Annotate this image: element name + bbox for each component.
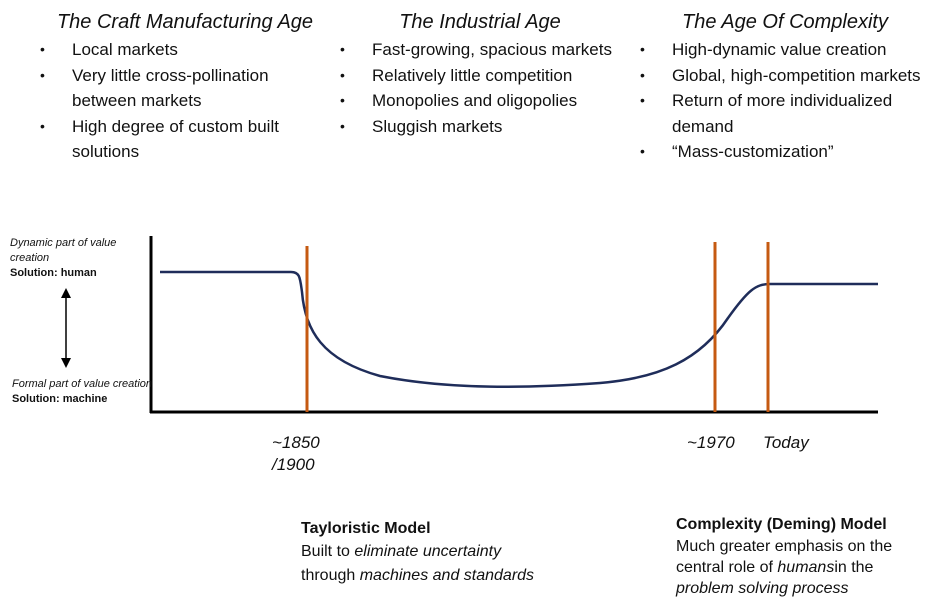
complexity-age-bullets: High-dynamic value creation Global, high… [640,37,930,165]
emphasis-text: humans [777,559,835,576]
list-item: High-dynamic value creation [640,37,930,63]
list-item: Fast-growing, spacious markets [340,37,620,63]
list-item: Very little cross-pollination between ma… [40,63,330,114]
formal-value-label: Formal part of value creation Solution: … [12,377,152,407]
emphasis-text: eliminate uncertainty [354,543,502,560]
list-item: Monopolies and oligopolies [340,88,620,114]
tayloristic-line-1: Built to eliminate uncertainty [301,540,621,564]
dynamic-part-text: Dynamic part of value creation [10,237,117,264]
complexity-line-1: Much greater emphasis on the [676,538,893,555]
tayloristic-line-2: through machines and standards [301,564,621,588]
complexity-age-title: The Age Of Complexity [681,11,888,33]
value-curve [160,270,878,388]
list-item: High degree of custom built solutions [40,114,330,165]
industrial-age-bullets: Fast-growing, spacious markets Relativel… [340,37,620,139]
column-craft-age: The Craft Manufacturing Age Local market… [40,8,330,165]
text-fragment: in the [834,559,874,576]
list-item: “Mass-customization” [640,139,930,165]
list-item: Global, high-competition markets [640,63,930,89]
complexity-model-box: Complexity (Deming) Model Much greater e… [676,514,938,599]
emphasis-text: machines and standards [359,567,535,584]
tick-label-today: Today [763,433,809,452]
list-item: Return of more individualized demand [640,88,930,139]
dynamic-solution-text: Solution: human [10,267,97,279]
dynamic-value-label: Dynamic part of value creation Solution:… [10,236,150,281]
range-arrow-head-down [61,358,71,368]
industrial-age-title: The Industrial Age [399,11,561,33]
range-arrow-head-up [61,288,71,298]
column-industrial-age: The Industrial Age Fast-growing, spaciou… [340,8,620,139]
craft-age-bullets: Local markets Very little cross-pollinat… [40,37,330,165]
craft-age-title: The Craft Manufacturing Age [56,11,314,33]
tick-label-1970: ~1970 [687,433,735,452]
formal-part-text: Formal part of value creation [12,378,153,390]
text-fragment: central role of [676,559,778,576]
text-fragment: Built to [301,543,355,560]
complexity-line-3: problem solving process [676,580,849,597]
tayloristic-model-box: Tayloristic Model Built to eliminate unc… [301,518,621,588]
list-item: Local markets [40,37,330,63]
text-fragment: through [301,567,360,584]
complexity-model-title: Complexity (Deming) Model [676,516,887,533]
tayloristic-model-title: Tayloristic Model [301,520,431,537]
list-item: Relatively little competition [340,63,620,89]
list-item: Sluggish markets [340,114,620,140]
formal-solution-text: Solution: machine [12,393,108,405]
complexity-line-2: central role of humansin the [676,557,938,578]
tick-label-1850: ~1850 /1900 [272,433,320,474]
column-complexity-age: The Age Of Complexity High-dynamic value… [640,8,930,165]
